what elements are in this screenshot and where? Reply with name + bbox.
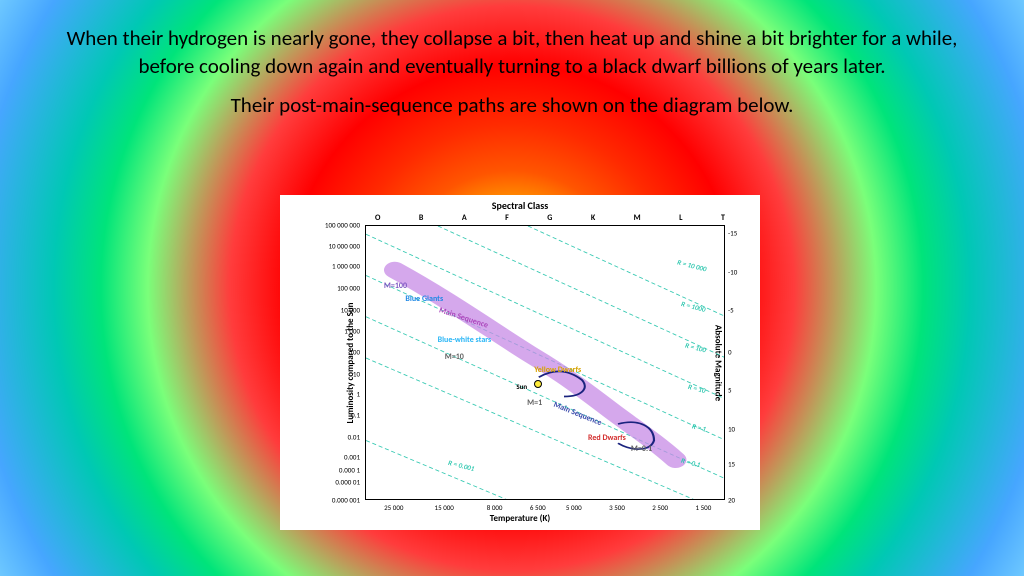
y-tick-right: -15: [728, 229, 737, 238]
y-ticks-right: -15-10-505101520: [726, 225, 740, 500]
y-tick-right: -5: [728, 306, 734, 315]
plot-area: R = 10 000R = 1000R = 100R = 10R = 1R = …: [365, 225, 725, 500]
x-tick: 25 000: [384, 503, 403, 512]
y-tick-left: 1: [356, 390, 360, 399]
y-tick-left: 0.000 001: [332, 496, 360, 505]
x-tick: 5 000: [566, 503, 582, 512]
y-tick-left: 0.01: [348, 432, 360, 441]
y-tick-left: 0.000 1: [339, 465, 360, 474]
y-tick-left: 0.001: [344, 453, 360, 462]
x-tick: 3 500: [609, 503, 625, 512]
x-tick: 6 500: [530, 503, 546, 512]
spectral-class: K: [591, 213, 595, 223]
chart-title: Spectral Class: [280, 199, 760, 212]
y-tick-right: 10: [728, 424, 735, 433]
y-tick-left: 1 000 000: [332, 262, 360, 271]
spectral-class: F: [505, 213, 509, 223]
y-ticks-left: 100 000 00010 000 0001 000 000100 00010 …: [320, 225, 362, 500]
chart-annotation: M=10: [445, 352, 464, 362]
y-tick-right: -10: [728, 267, 737, 276]
y-tick-left: 100 000: [337, 284, 360, 293]
y-tick-left: 0.000 01: [335, 478, 360, 487]
x-tick: 8 000: [487, 503, 503, 512]
sun-marker: [534, 380, 542, 388]
heading-line-1: When their hydrogen is nearly gone, they…: [60, 24, 964, 81]
y-tick-right: 0: [728, 347, 732, 356]
slide-heading: When their hydrogen is nearly gone, they…: [60, 24, 964, 129]
y-tick-left: 100: [349, 347, 360, 356]
x-tick: 15 000: [435, 503, 454, 512]
spectral-class: T: [721, 213, 725, 223]
y-tick-left: 10 000 000: [328, 241, 360, 250]
chart-annotation: M=0.1: [631, 444, 652, 454]
spectral-class: B: [419, 213, 423, 223]
chart-annotation: M=1: [527, 398, 542, 408]
x-tick: 1 500: [696, 503, 712, 512]
y-tick-left: 100 000 000: [325, 221, 360, 230]
chart-annotation: Blue-white stars: [438, 335, 492, 345]
spectral-class: A: [462, 213, 467, 223]
y-tick-left: 1 000: [344, 326, 360, 335]
spectral-class: O: [375, 213, 380, 223]
spectral-class: G: [547, 213, 552, 223]
x-axis-label: Temperature (K): [280, 513, 760, 524]
y-tick-right: 20: [728, 496, 735, 505]
chart-annotation: Red Dwarfs: [588, 433, 626, 443]
spectral-class-axis: OBAFGKMLT: [375, 213, 725, 223]
chart-annotation: M=100: [384, 281, 407, 291]
heading-line-2: Their post-main-sequence paths are shown…: [60, 91, 964, 119]
spectral-class: L: [679, 213, 682, 223]
chart-annotation: Sun: [516, 382, 527, 391]
spectral-class: M: [634, 213, 641, 223]
y-tick-right: 15: [728, 460, 735, 469]
chart-annotation: Yellow Dwarfs: [534, 365, 581, 375]
y-tick-left: 10: [353, 369, 360, 378]
x-tick: 2 500: [652, 503, 668, 512]
y-tick-right: 5: [728, 386, 732, 395]
y-tick-left: 10 000: [341, 306, 360, 315]
chart-annotation: Blue Giants: [405, 294, 443, 304]
hr-diagram-chart: Spectral Class OBAFGKMLT Luminosity comp…: [280, 195, 760, 530]
y-tick-left: 0.1: [351, 410, 360, 419]
